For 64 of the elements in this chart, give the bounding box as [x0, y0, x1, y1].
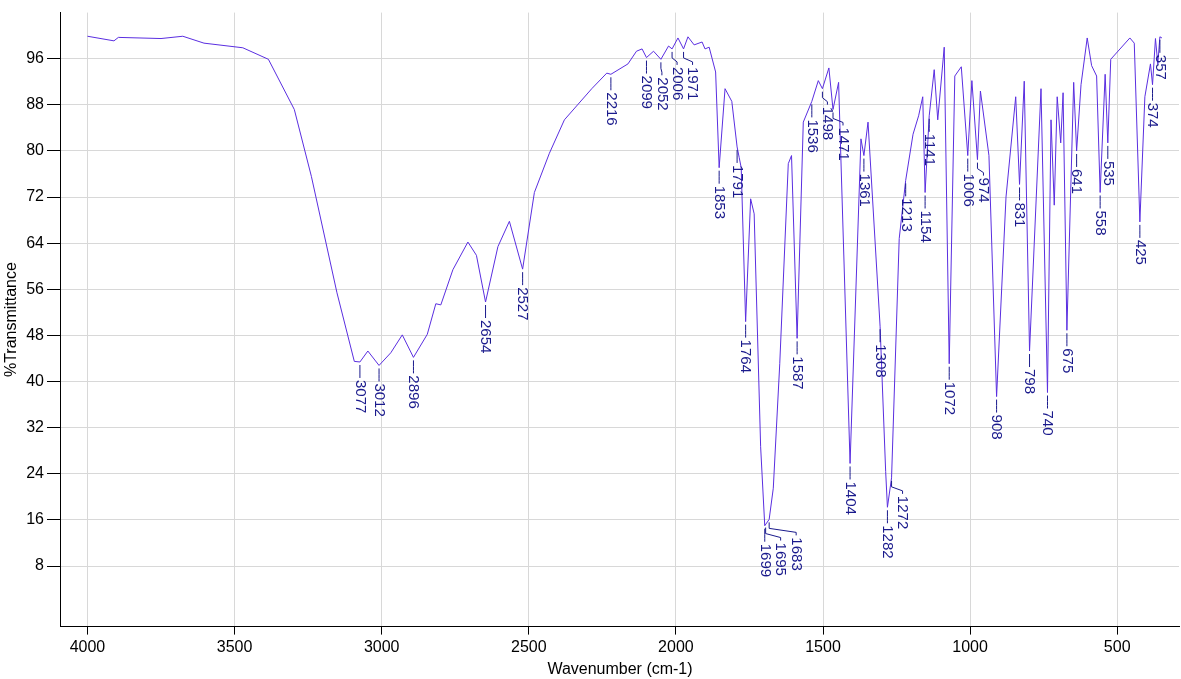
annotation: 1308	[872, 344, 890, 378]
x-tick-label: 1000	[952, 637, 989, 655]
annotation: 675	[1059, 348, 1077, 374]
annotation: 908	[989, 414, 1007, 440]
annotation: 1699	[757, 543, 775, 578]
annotation: 1853	[712, 185, 730, 220]
y-tick-label: 56	[26, 279, 45, 297]
annotation: 2099	[639, 75, 657, 109]
annotation: 740	[1040, 410, 1058, 436]
annotation: 1154	[917, 210, 935, 243]
annotation: 798	[1022, 369, 1040, 395]
annotation: 1272	[895, 495, 913, 530]
annotation: 3012	[371, 383, 389, 417]
y-tick-label: 24	[26, 464, 45, 482]
x-axis-title: Wavenumber (cm-1)	[547, 659, 693, 677]
x-tick-label: 1500	[805, 637, 841, 655]
annotation: 3077	[352, 379, 370, 414]
annotation: 1683	[789, 537, 807, 571]
annotation: 1764	[738, 339, 756, 373]
annotation: 1536	[804, 119, 822, 153]
annotation: 558	[1093, 210, 1111, 236]
y-axis-title: %Transmittance	[2, 262, 20, 378]
annotation: 831	[1012, 202, 1030, 228]
annotation: 1695	[773, 542, 791, 576]
x-tick-label: 3000	[363, 637, 400, 655]
annotation: 2052	[654, 77, 672, 111]
y-tick-label: 48	[26, 325, 45, 343]
y-tick-label: 8	[35, 556, 45, 574]
annotation: 357	[1152, 54, 1170, 80]
y-tick-label: 72	[26, 187, 45, 205]
annotation: 2896	[406, 375, 424, 409]
x-tick-label: 2500	[511, 637, 547, 655]
annotation: 1971	[685, 66, 703, 101]
annotation: 1587	[789, 356, 807, 390]
annotation: 1141	[922, 133, 940, 167]
annotation: 1361	[856, 173, 874, 207]
annotation: 2527	[515, 287, 533, 321]
y-tick-label: 88	[26, 95, 45, 113]
annotation: 1282	[880, 525, 898, 559]
y-tick-label: 64	[26, 233, 45, 251]
annotation: 1471	[835, 127, 853, 161]
annotation: 2006	[669, 66, 687, 101]
x-tick-label: 4000	[69, 637, 106, 655]
annotation: 1498	[820, 106, 838, 141]
annotation: 641	[1069, 168, 1087, 194]
annotation: 374	[1145, 102, 1163, 128]
annotation: 1791	[729, 164, 747, 199]
annotation: 2216	[603, 92, 621, 126]
y-tick-label: 80	[26, 141, 45, 159]
annotation: 2654	[478, 320, 496, 354]
annotation: 1404	[842, 481, 860, 515]
x-tick-label: 500	[1103, 637, 1131, 655]
x-tick-label: 2000	[658, 637, 694, 655]
y-tick-label: 16	[26, 510, 45, 528]
annotation: 425	[1132, 239, 1150, 265]
annotation: 535	[1100, 160, 1118, 186]
annotation: 1072	[942, 381, 960, 416]
annotation: 1006	[960, 173, 978, 207]
annotation: 974	[976, 177, 994, 203]
y-tick-label: 40	[26, 371, 45, 389]
y-tick-label: 32	[26, 418, 45, 436]
x-tick-label: 3500	[216, 637, 253, 655]
annotation: 1213	[898, 198, 916, 232]
y-tick-label: 96	[26, 49, 45, 67]
